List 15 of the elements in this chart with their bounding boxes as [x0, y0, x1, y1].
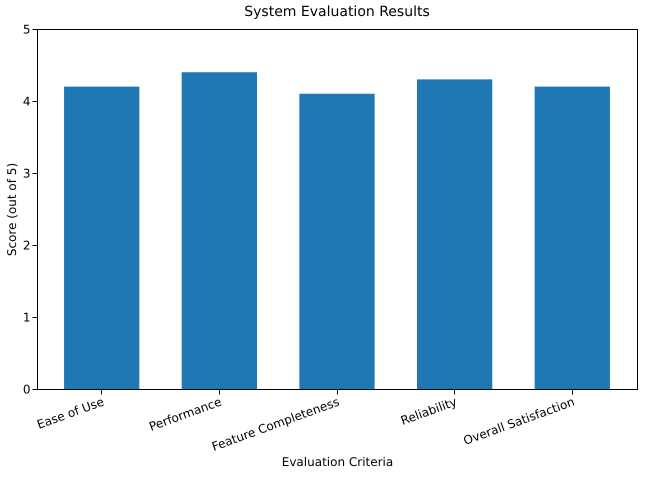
y-tick-label: 5 — [22, 22, 30, 36]
x-axis-title: Evaluation Criteria — [282, 454, 394, 469]
bar — [182, 72, 257, 389]
y-tick-label: 4 — [22, 94, 30, 108]
y-tick-label: 0 — [22, 382, 30, 396]
y-tick-label: 3 — [22, 166, 30, 180]
x-tick-label: Ease of Use — [35, 394, 106, 432]
y-tick-label: 1 — [22, 310, 30, 324]
bar — [534, 86, 610, 389]
bar — [417, 79, 492, 389]
bar — [64, 86, 140, 389]
y-tick-label: 2 — [22, 238, 30, 252]
y-axis-title: Score (out of 5) — [4, 162, 19, 256]
chart-title: System Evaluation Results — [244, 4, 430, 20]
bar — [299, 94, 375, 389]
